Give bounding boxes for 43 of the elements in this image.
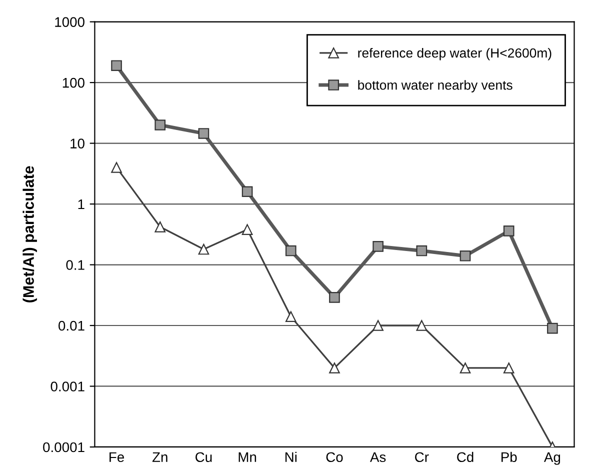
x-tick-label: Zn bbox=[152, 452, 168, 462]
point bbox=[111, 162, 122, 173]
point bbox=[242, 224, 253, 235]
x-tick-label: Cd bbox=[457, 452, 474, 462]
x-tick-label: Ni bbox=[285, 452, 297, 462]
point bbox=[242, 186, 253, 198]
point bbox=[329, 362, 340, 374]
y-tick-label: 100 bbox=[62, 78, 84, 88]
point bbox=[154, 120, 166, 130]
x-tick-label: Pb bbox=[501, 452, 517, 462]
point bbox=[198, 128, 210, 139]
point bbox=[154, 221, 166, 232]
point bbox=[111, 60, 122, 72]
y-tick-label: 1 bbox=[78, 200, 84, 210]
point bbox=[460, 250, 471, 262]
point bbox=[503, 362, 514, 374]
point bbox=[416, 320, 428, 331]
x-tick-label: Mn bbox=[238, 452, 256, 462]
legend-label: bottom water nearby vents bbox=[358, 80, 512, 92]
x-tick-label: As bbox=[370, 452, 386, 462]
y-tick-label: 0.01 bbox=[58, 320, 84, 331]
x-tick-label: Co bbox=[326, 452, 343, 462]
y-axis-title: (Met/Al) particulate bbox=[22, 166, 37, 302]
y-tick-label: 0.1 bbox=[66, 260, 84, 270]
legend-label: reference deep water (H<2600m) bbox=[358, 48, 552, 60]
y-tick-label: 0.0001 bbox=[43, 442, 84, 452]
point bbox=[372, 320, 384, 331]
point bbox=[503, 226, 514, 236]
point bbox=[285, 245, 296, 256]
y-tick-label: 10 bbox=[70, 138, 84, 148]
y-tick-label: 0.001 bbox=[50, 382, 84, 392]
point bbox=[547, 322, 558, 334]
point bbox=[416, 245, 428, 256]
x-tick-label: Ag bbox=[544, 452, 560, 465]
point bbox=[329, 292, 340, 303]
y-tick-label: 1000 bbox=[55, 17, 84, 27]
x-tick-label: Cu bbox=[196, 452, 212, 462]
point bbox=[285, 311, 296, 322]
point bbox=[460, 362, 471, 374]
point bbox=[198, 244, 210, 255]
x-tick-label: Cr bbox=[415, 452, 429, 462]
x-tick-label: Fe bbox=[110, 452, 124, 462]
point bbox=[372, 241, 384, 252]
